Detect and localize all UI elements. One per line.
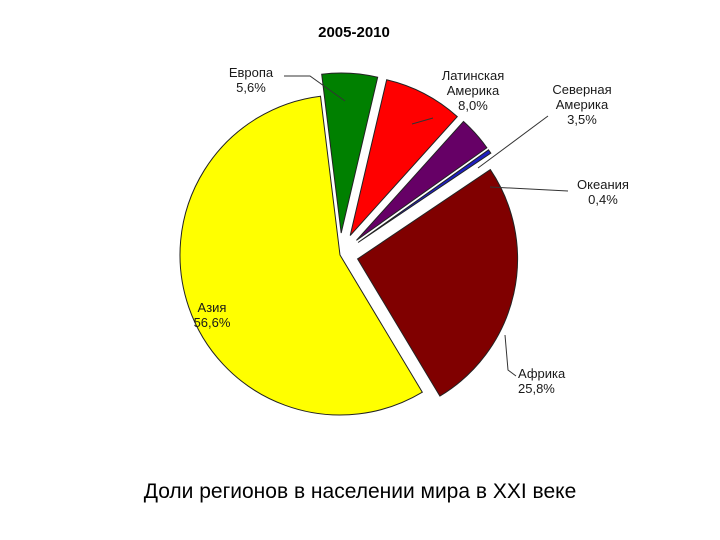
slice-label-oceania: Океания 0,4% — [577, 177, 629, 207]
slice-label-africa: Африка 25,8% — [518, 366, 566, 396]
leader-line-north-america — [477, 115, 549, 169]
leader-line-oceania — [489, 186, 569, 192]
pie-slice-africa — [356, 168, 519, 397]
pie-slice-north-america — [356, 120, 488, 241]
leader-line-africa — [504, 334, 517, 377]
leader-line-europe — [284, 75, 346, 102]
slice-label-europe: Европа 5,6% — [229, 65, 274, 95]
slide-caption: Доли регионов в населении мира в XXI век… — [143, 480, 577, 503]
pie-slice-oceania — [357, 149, 492, 243]
pie-slice-europe — [321, 72, 379, 234]
slice-label-north-america: Северная Америка 3,5% — [552, 82, 611, 127]
slice-label-latin-america: Латинская Америка 8,0% — [442, 68, 505, 113]
leader-line-latin-america — [411, 117, 434, 125]
chart-title: 2005-2010 — [318, 24, 390, 41]
pie-slice-asia — [179, 95, 424, 416]
slice-label-asia: Азия 56,6% — [194, 300, 231, 330]
pie-chart: 2005-2010 Европа 5,6% Латинская Америка 8,0%… — [179, 24, 629, 416]
